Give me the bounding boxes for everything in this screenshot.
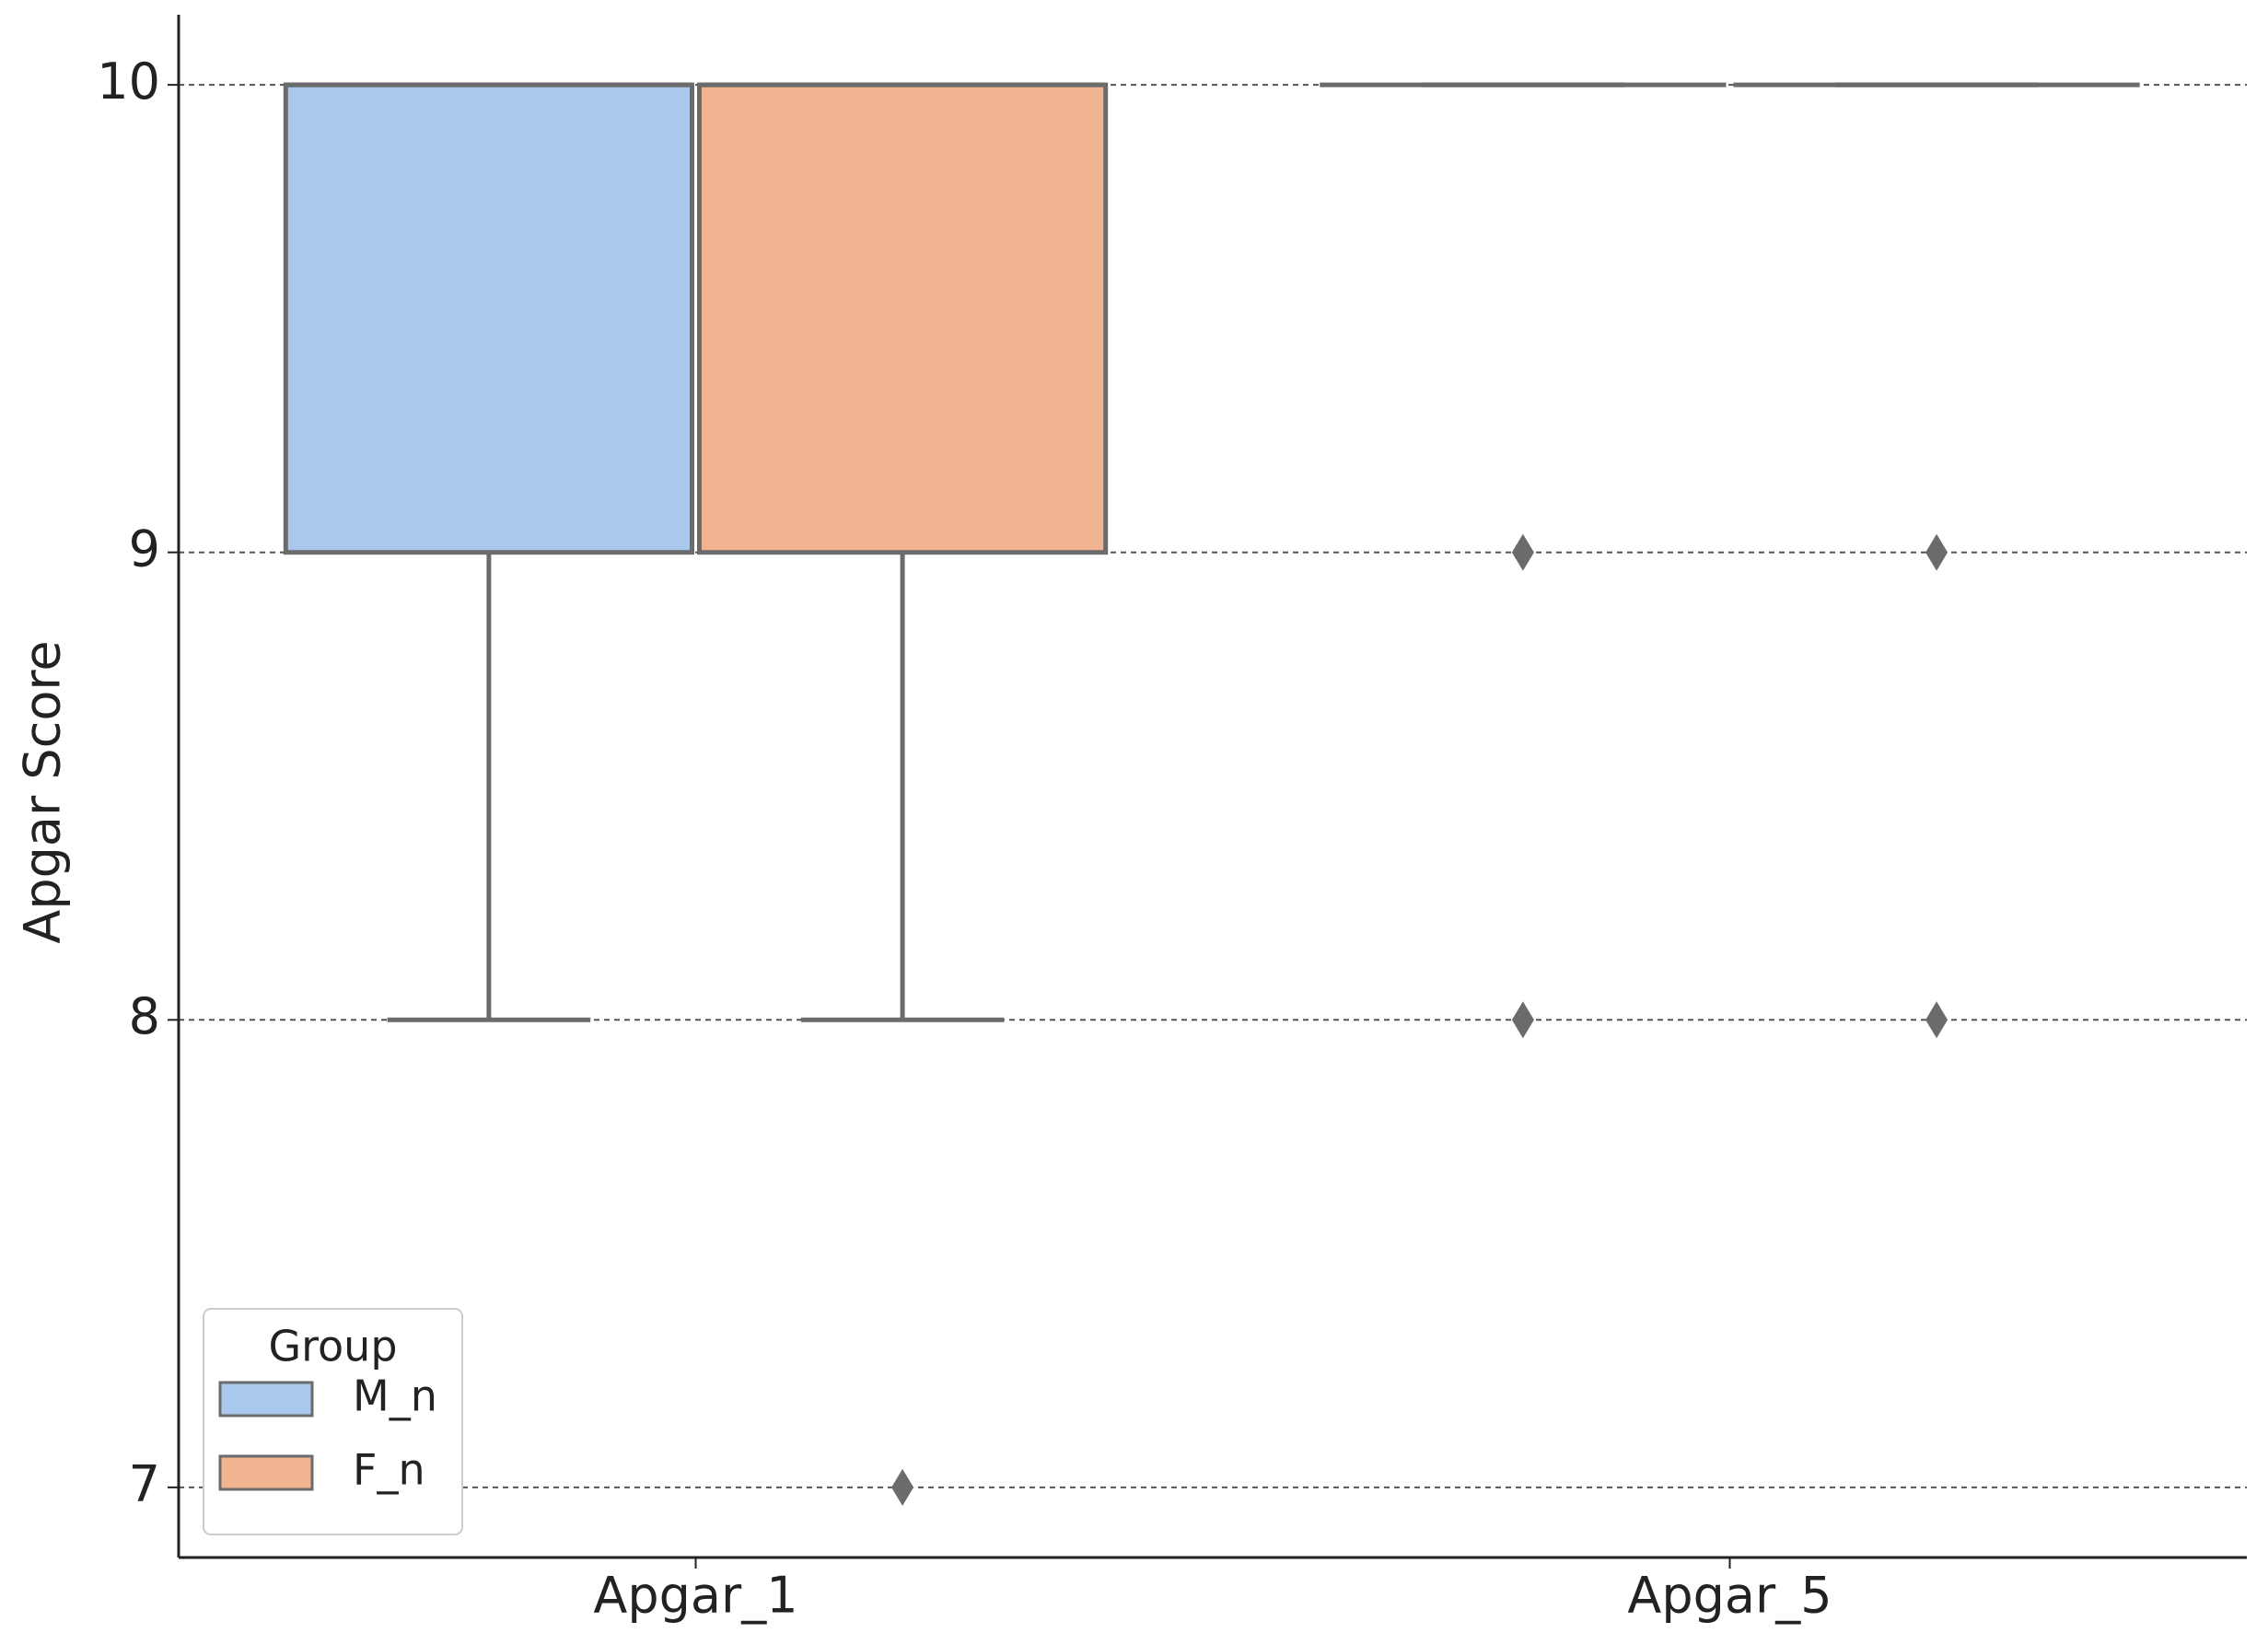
legend-swatch <box>218 1454 314 1491</box>
outlier <box>1925 1001 1948 1039</box>
outlier <box>1511 1001 1534 1039</box>
legend-label: M_n <box>353 1371 437 1421</box>
x-tick-label: Apgar_1 <box>593 1567 797 1625</box>
outlier <box>1925 533 1948 571</box>
legend-swatch <box>218 1381 314 1418</box>
outlier <box>1511 533 1534 571</box>
legend-title: Group <box>268 1322 397 1371</box>
y-axis-label: Apgar Score <box>14 640 72 943</box>
box <box>283 82 694 555</box>
y-tick-label: 7 <box>129 1455 160 1513</box>
outlier <box>891 1468 914 1506</box>
legend-label: F_n <box>353 1445 425 1495</box>
box <box>697 82 1109 555</box>
y-tick-label: 10 <box>97 52 160 111</box>
y-tick-label: 9 <box>129 519 160 578</box>
y-tick-label: 8 <box>129 987 160 1045</box>
x-tick-label: Apgar_5 <box>1627 1567 1832 1625</box>
